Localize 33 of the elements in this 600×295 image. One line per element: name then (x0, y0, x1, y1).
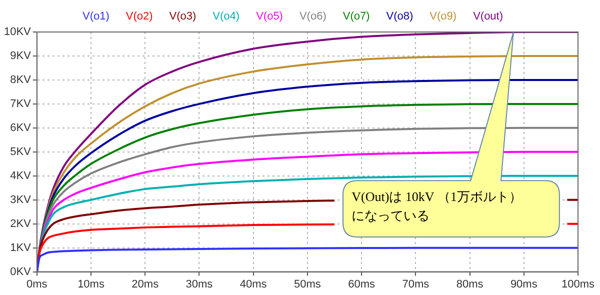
y-tick-label: 4KV (10, 170, 32, 182)
y-tick-label: 9KV (10, 50, 32, 62)
text: V(o2) (126, 10, 153, 23)
text: V(o1) (82, 10, 110, 23)
y-tick-label: 3KV (10, 194, 32, 206)
y-tick-label: 10KV (4, 26, 32, 38)
x-tick-label: 0ms (26, 278, 48, 290)
x-tick-label: 50ms (294, 278, 322, 290)
x-tick-label: 40ms (240, 278, 268, 290)
series-label: V(out) (473, 10, 504, 23)
text: V(o9) (430, 10, 457, 23)
y-tick-label: 1KV (10, 242, 32, 254)
y-tick-label: 2KV (10, 218, 32, 230)
text: V(o6) (299, 10, 326, 23)
text: V(o7) (342, 10, 370, 23)
x-tick-label: 80ms (456, 278, 484, 290)
x-tick-label: 60ms (348, 278, 376, 290)
x-tick-label: 70ms (402, 278, 430, 290)
y-tick-label: 8KV (10, 74, 32, 86)
x-tick-label: 30ms (186, 278, 214, 290)
annotation: V(Out)は 10kV （1万ボルト）になっている (352, 188, 523, 225)
x-tick-label: 20ms (132, 278, 160, 290)
y-tick-label: 7KV (10, 98, 32, 110)
text: V(o4) (212, 10, 240, 23)
text: V(o3) (169, 10, 196, 23)
text: V(o8) (386, 10, 414, 23)
y-tick-label: 0KV (10, 266, 32, 278)
y-tick-label: 5KV (10, 146, 32, 158)
y-tick-label: 6KV (10, 122, 32, 134)
x-tick-label: 100ms (561, 278, 595, 290)
x-tick-label: 90ms (510, 278, 538, 290)
x-tick-label: 10ms (78, 278, 105, 290)
text: V(o5) (256, 10, 283, 23)
